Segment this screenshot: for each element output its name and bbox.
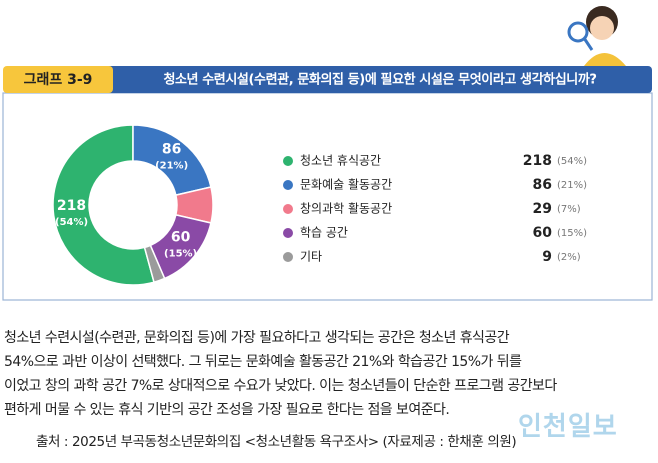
donut-segment (143, 244, 166, 284)
badge: 그래프 3-9 (24, 72, 93, 88)
segment-value: 60 (171, 230, 191, 246)
legend-percent: (15%) (557, 228, 587, 239)
segment-percent: (21%) (155, 160, 188, 171)
segment-value: 218 (57, 198, 86, 214)
legend-label: 기타 (300, 250, 322, 264)
legend-value: 86 (533, 177, 552, 193)
legend-dot (283, 156, 293, 166)
body-line: 이었고 창의 과학 공간 7%로 상대적으로 수요가 낮았다. 이는 청소년들이… (4, 378, 557, 394)
legend-value: 9 (542, 249, 552, 265)
title-bar (100, 66, 652, 93)
legend-percent: (21%) (557, 180, 587, 191)
legend-percent: (2%) (557, 252, 581, 263)
body-text: 청소년 수련시설(수련관, 문화의집 등)에 가장 필요하다고 생각되는 공간은… (4, 326, 656, 422)
legend-label: 문화예술 활동공간 (300, 178, 392, 192)
donut-segment (52, 124, 155, 286)
watermark: 인천일보 (518, 412, 618, 442)
segment-value: 86 (162, 141, 181, 157)
segment-percent: (54%) (55, 217, 88, 228)
legend-value: 29 (533, 201, 552, 217)
source: 출처 : 2025년 부곡동청소년문화의집 <청소년활동 욕구조사> (자료제공… (36, 434, 517, 450)
legend-dot (283, 228, 293, 238)
character-icon (567, 6, 626, 66)
body-line: 편하게 머물 수 있는 휴식 기반의 공간 조성을 가장 필요로 한다는 점을 … (4, 402, 450, 418)
legend-dot (283, 180, 293, 190)
legend-label: 청소년 휴식공간 (300, 154, 381, 168)
legend-label: 학습 공간 (300, 226, 348, 240)
chart-title: 청소년 수련시설(수련관, 문화의집 등)에 필요한 시설은 무엇이라고 생각하… (163, 72, 596, 88)
legend-dot (283, 204, 293, 214)
badge-bg (3, 66, 113, 93)
segment-percent: (15%) (164, 249, 197, 260)
chart: 그래프 3-9 청소년 수련시설(수련관, 문화의집 등)에 필요한 시설은 무… (2, 6, 653, 301)
legend-value: 218 (523, 153, 552, 169)
body-line: 54%으로 과반 이상이 선택했다. 그 뒤로는 문화예술 활동공간 21%와 … (4, 354, 522, 370)
legend-percent: (7%) (557, 204, 581, 215)
legend-label: 창의과학 활동공간 (300, 202, 392, 216)
legend-percent: (54%) (557, 156, 587, 167)
body-line: 청소년 수련시설(수련관, 문화의집 등)에 가장 필요하다고 생각되는 공간은… (4, 330, 510, 346)
legend-dot (283, 252, 293, 262)
legend-value: 60 (533, 225, 553, 241)
